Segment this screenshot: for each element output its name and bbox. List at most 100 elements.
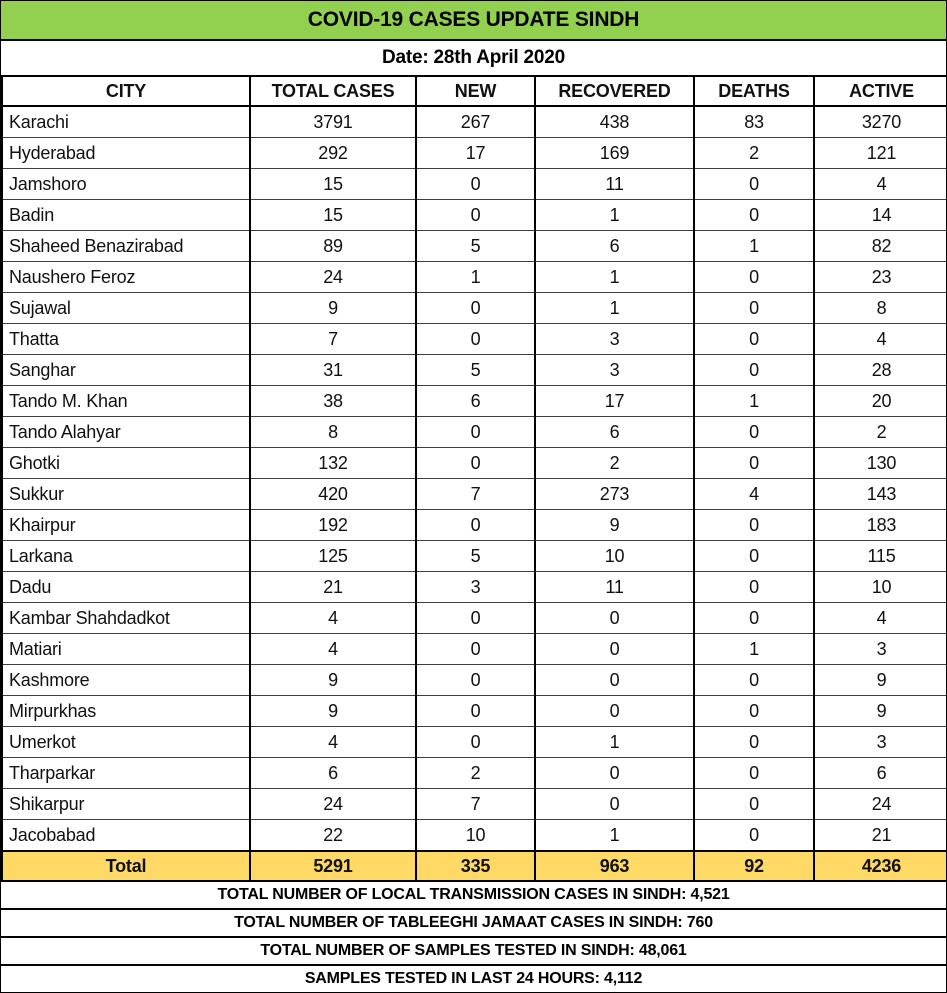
value-cell: 438	[534, 105, 695, 138]
table-row: Sukkur 420 7 273 4 143	[1, 478, 946, 510]
value-cell: 3791	[249, 105, 417, 138]
value-cell: 0	[693, 354, 815, 386]
table-row: Karachi 3791 267 438 83 3270	[1, 105, 946, 138]
value-cell: 23	[813, 261, 946, 293]
value-cell: 4	[813, 168, 946, 200]
value-cell: 6	[534, 416, 695, 448]
value-cell: 7	[415, 478, 536, 510]
value-cell: 0	[693, 447, 815, 479]
city-cell: Ghotki	[1, 447, 251, 479]
value-cell: 0	[534, 664, 695, 696]
value-cell: 22	[249, 819, 417, 852]
value-cell: 4	[249, 726, 417, 758]
value-cell: 121	[813, 137, 946, 169]
column-header-recovered: RECOVERED	[534, 75, 695, 107]
value-cell: 7	[249, 323, 417, 355]
total-value-cell: 963	[534, 850, 695, 882]
value-cell: 0	[693, 602, 815, 634]
title-bar: COVID-19 CASES UPDATE SINDH	[1, 1, 946, 41]
value-cell: 5	[415, 230, 536, 262]
value-cell: 6	[249, 757, 417, 789]
value-cell: 2	[813, 416, 946, 448]
value-cell: 10	[813, 571, 946, 603]
value-cell: 3	[415, 571, 536, 603]
table-row: Naushero Feroz 24 1 1 0 23	[1, 261, 946, 293]
value-cell: 192	[249, 509, 417, 541]
value-cell: 10	[415, 819, 536, 852]
value-cell: 0	[415, 664, 536, 696]
value-cell: 0	[693, 323, 815, 355]
summary-row-samples-tested-24h: SAMPLES TESTED IN LAST 24 HOURS: 4,112	[1, 966, 946, 992]
value-cell: 15	[249, 168, 417, 200]
table-row: Hyderabad 292 17 169 2 121	[1, 137, 946, 169]
value-cell: 1	[534, 292, 695, 324]
column-header-total-cases: TOTAL CASES	[249, 75, 417, 107]
value-cell: 1	[415, 261, 536, 293]
value-cell: 9	[813, 695, 946, 727]
value-cell: 5	[415, 540, 536, 572]
table-row: Khairpur 192 0 9 0 183	[1, 509, 946, 541]
value-cell: 1	[693, 230, 815, 262]
city-cell: Sanghar	[1, 354, 251, 386]
value-cell: 3	[534, 323, 695, 355]
value-cell: 0	[534, 788, 695, 820]
city-cell: Sukkur	[1, 478, 251, 510]
value-cell: 83	[693, 105, 815, 138]
value-cell: 38	[249, 385, 417, 417]
city-cell: Tharparkar	[1, 757, 251, 789]
value-cell: 4	[693, 478, 815, 510]
table-row: Mirpurkhas 9 0 0 0 9	[1, 695, 946, 727]
total-row: Total 5291 335 963 92 4236	[1, 850, 946, 882]
value-cell: 267	[415, 105, 536, 138]
value-cell: 24	[249, 261, 417, 293]
column-header-deaths: DEATHS	[693, 75, 815, 107]
value-cell: 4	[249, 602, 417, 634]
value-cell: 24	[813, 788, 946, 820]
value-cell: 6	[534, 230, 695, 262]
total-value-cell: 5291	[249, 850, 417, 882]
total-value-cell: 92	[693, 850, 815, 882]
value-cell: 17	[415, 137, 536, 169]
summary-row-local-transmission: TOTAL NUMBER OF LOCAL TRANSMISSION CASES…	[1, 882, 946, 910]
value-cell: 0	[415, 199, 536, 231]
value-cell: 0	[693, 540, 815, 572]
value-cell: 0	[693, 819, 815, 852]
table-row: Ghotki 132 0 2 0 130	[1, 447, 946, 479]
table-row: Matiari 4 0 0 1 3	[1, 633, 946, 665]
city-cell: Kambar Shahdadkot	[1, 602, 251, 634]
value-cell: 24	[249, 788, 417, 820]
value-cell: 6	[813, 757, 946, 789]
value-cell: 1	[693, 633, 815, 665]
total-value-cell: 335	[415, 850, 536, 882]
table-row: Kashmore 9 0 0 0 9	[1, 664, 946, 696]
value-cell: 11	[534, 168, 695, 200]
city-cell: Dadu	[1, 571, 251, 603]
city-cell: Shikarpur	[1, 788, 251, 820]
value-cell: 0	[693, 199, 815, 231]
value-cell: 1	[534, 199, 695, 231]
column-header-active: ACTIVE	[813, 75, 946, 107]
table-row: Umerkot 4 0 1 0 3	[1, 726, 946, 758]
city-cell: Larkana	[1, 540, 251, 572]
table-row: Larkana 125 5 10 0 115	[1, 540, 946, 572]
value-cell: 1	[534, 726, 695, 758]
value-cell: 0	[693, 168, 815, 200]
city-cell: Kashmore	[1, 664, 251, 696]
date-bar: Date: 28th April 2020	[1, 41, 946, 75]
city-cell: Matiari	[1, 633, 251, 665]
value-cell: 143	[813, 478, 946, 510]
summary-section: TOTAL NUMBER OF LOCAL TRANSMISSION CASES…	[1, 882, 946, 992]
city-cell: Thatta	[1, 323, 251, 355]
value-cell: 130	[813, 447, 946, 479]
city-cell: Sujawal	[1, 292, 251, 324]
value-cell: 1	[693, 385, 815, 417]
value-cell: 0	[415, 726, 536, 758]
table-row: Dadu 21 3 11 0 10	[1, 571, 946, 603]
city-cell: Mirpurkhas	[1, 695, 251, 727]
value-cell: 8	[813, 292, 946, 324]
value-cell: 2	[534, 447, 695, 479]
value-cell: 28	[813, 354, 946, 386]
column-header-city: CITY	[1, 75, 251, 107]
table-row: Shaheed Benazirabad 89 5 6 1 82	[1, 230, 946, 262]
